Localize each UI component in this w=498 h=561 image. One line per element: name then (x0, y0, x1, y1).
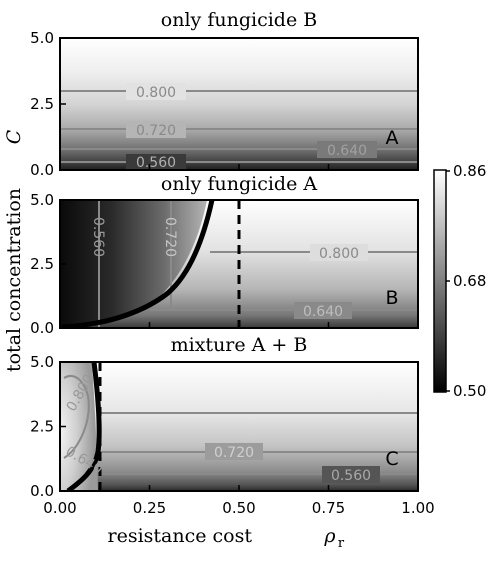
x-axis-symbol-sub: r (338, 536, 345, 551)
panel-1-ytick-1: 2.5 (30, 255, 54, 273)
panel-2-ytick-1: 2.5 (30, 418, 54, 436)
panel-1-ytick-2: 5.0 (30, 191, 54, 209)
panel-b-boundary-solid (61, 200, 215, 328)
panel-c-letter: C (385, 448, 398, 470)
xtick-label-2: 0.50 (222, 499, 255, 517)
panel-c-contour-left (63, 375, 90, 459)
y-axis-symbol: C (3, 129, 25, 144)
panel-b-label-0640: 0.640 (303, 304, 343, 320)
panel-c-boundary-solid (66, 362, 102, 491)
panel-b-label-0800: 0.800 (319, 246, 359, 262)
colorbar: 0.86 0.68 0.50 (433, 162, 486, 400)
panel-a-label-0800: 0.800 (136, 85, 176, 101)
panel-a: 0.800 0.720 0.640 0.560 A (59, 37, 419, 171)
x-axis-label: resistance cost (108, 525, 253, 547)
panel-c-label-0560: 0.560 (331, 468, 371, 484)
y-ticks: 0.0 2.5 5.0 0.0 2.5 5.0 0.0 2.5 5.0 (30, 29, 66, 500)
colorbar-gradient (433, 169, 447, 393)
panel-b-label-0720: 0.720 (162, 217, 178, 257)
panel-b-letter: B (385, 287, 398, 309)
panel-a-label-0640: 0.640 (327, 143, 367, 159)
panel-0-ytick-2: 5.0 (30, 29, 54, 47)
y-axis-label: total concentration (3, 188, 25, 372)
xtick-label-0: 0.00 (43, 499, 76, 517)
panel-b-title: only fungicide A (161, 173, 317, 195)
panel-2-ytick-2: 5.0 (30, 353, 54, 371)
colorbar-tick-min: 0.50 (453, 382, 486, 400)
panel-a-letter: A (386, 127, 399, 149)
panel-c: 0.800 0.640 0.720 0.560 C (59, 361, 419, 492)
panel-2-ytick-0: 0.0 (30, 482, 54, 500)
x-axis-symbol: ρ (323, 525, 336, 547)
xtick-label-4: 1.00 (401, 499, 434, 517)
panel-b-label-0560: 0.560 (90, 217, 106, 257)
panel-b: 0.800 0.640 0.560 0.720 B (59, 199, 419, 329)
panel-1-ytick-0: 0.0 (30, 319, 54, 337)
panel-c-title: mixture A + B (171, 334, 308, 356)
panel-c-label-0720: 0.720 (214, 445, 254, 461)
panel-a-title: only fungicide B (161, 9, 317, 31)
colorbar-tick-max: 0.86 (453, 162, 486, 180)
panel-a-label-0720: 0.720 (136, 123, 176, 139)
panel-0-ytick-1: 2.5 (30, 95, 54, 113)
panel-a-label-0560: 0.560 (136, 155, 176, 171)
xtick-label-3: 0.75 (312, 499, 345, 517)
xtick-label-1: 0.25 (133, 499, 166, 517)
colorbar-tick-mid: 0.68 (453, 272, 486, 290)
panel-0-ytick-0: 0.0 (30, 161, 54, 179)
x-ticks: 0.00 0.25 0.50 0.75 1.00 (43, 164, 435, 517)
